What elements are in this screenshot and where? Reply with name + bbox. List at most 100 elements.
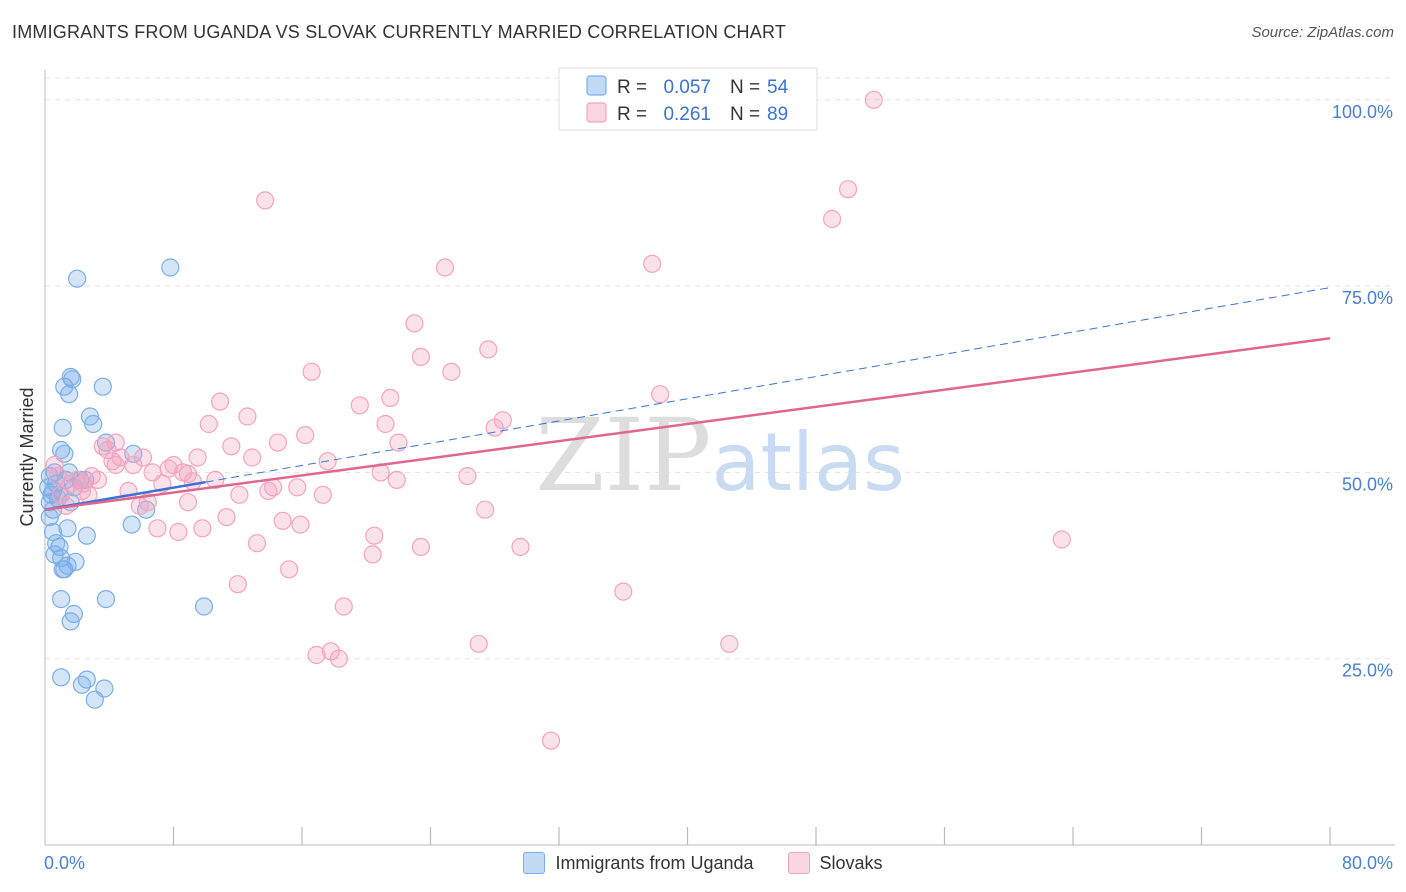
point-uganda <box>53 418 72 437</box>
point-slovaks <box>329 649 348 668</box>
point-slovaks <box>334 597 353 616</box>
y-tick-label: 50.0% <box>1342 474 1393 494</box>
point-slovaks <box>435 258 455 277</box>
point-slovaks <box>381 388 400 407</box>
point-slovaks <box>376 414 395 434</box>
point-slovaks <box>405 314 424 333</box>
data-points <box>39 90 1071 750</box>
stats-legend-box <box>558 67 818 131</box>
point-slovaks <box>296 426 315 445</box>
point-slovaks <box>268 433 287 452</box>
point-slovaks <box>133 448 153 467</box>
point-uganda <box>40 507 59 527</box>
point-uganda <box>72 675 92 694</box>
point-slovaks <box>458 467 477 486</box>
point-slovaks <box>178 464 198 483</box>
legend-item-uganda[interactable]: Immigrants from Uganda <box>523 852 754 874</box>
point-slovaks <box>98 440 117 460</box>
point-uganda <box>61 612 80 631</box>
point-slovaks <box>493 411 512 430</box>
point-uganda <box>47 474 66 493</box>
point-uganda <box>93 377 112 396</box>
point-slovaks <box>822 209 842 229</box>
chart-title: IMMIGRANTS FROM UGANDA VS SLOVAK CURRENT… <box>12 22 787 42</box>
point-uganda <box>51 668 71 687</box>
point-slovaks <box>365 526 384 545</box>
series-legend: Immigrants from Uganda Slovaks <box>0 852 1406 874</box>
stats-r-label: R = <box>617 77 647 98</box>
point-slovaks <box>206 470 225 489</box>
point-slovaks <box>511 537 530 557</box>
point-uganda <box>61 367 80 387</box>
point-uganda <box>84 414 103 434</box>
point-slovaks <box>469 634 488 653</box>
point-uganda <box>95 679 114 698</box>
point-slovaks <box>124 455 143 475</box>
point-slovaks <box>614 582 633 601</box>
point-slovaks <box>643 254 662 273</box>
grid-lines <box>45 77 1395 660</box>
x-tick-label-max: 80.0% <box>1342 853 1393 873</box>
point-uganda <box>161 258 180 277</box>
point-slovaks <box>288 478 307 497</box>
point-slovaks <box>479 340 498 359</box>
point-slovaks <box>72 481 92 501</box>
point-slovaks <box>82 467 101 486</box>
point-slovaks <box>387 470 406 489</box>
trend-lines <box>44 287 1331 511</box>
point-slovaks <box>230 485 249 504</box>
point-slovaks <box>217 507 236 527</box>
point-slovaks <box>188 448 207 467</box>
point-slovaks <box>264 478 283 497</box>
point-slovaks <box>651 385 670 404</box>
y-axis-title: Currently Married <box>17 387 37 526</box>
point-uganda <box>122 515 141 534</box>
point-slovaks <box>238 407 257 426</box>
stats-r-label: R = <box>617 104 647 125</box>
point-slovaks <box>169 522 188 542</box>
stats-r-value: 0.057 <box>663 77 711 98</box>
x-tick-label-min: 0.0% <box>44 853 85 873</box>
point-slovaks <box>411 537 430 557</box>
point-uganda <box>96 589 116 609</box>
point-uganda <box>51 589 71 609</box>
point-slovaks <box>273 511 292 530</box>
point-slovaks <box>280 560 299 579</box>
point-slovaks <box>164 455 183 475</box>
point-slovaks <box>864 90 883 109</box>
point-slovaks <box>256 191 275 210</box>
point-slovaks <box>193 519 212 538</box>
point-slovaks <box>1052 530 1071 549</box>
point-slovaks <box>222 437 241 456</box>
point-slovaks <box>541 731 561 750</box>
point-uganda <box>53 560 72 579</box>
stats-r-value: 0.261 <box>663 104 711 125</box>
axis-labels: 25.0% 50.0% 75.0% 100.0% 0.0% 80.0% Currently … <box>17 102 1393 873</box>
point-slovaks <box>307 645 326 665</box>
point-slovaks <box>411 347 430 366</box>
stats-legend: R = 0.057 N = 54 R = 0.261 N = 89 <box>558 67 818 131</box>
point-slovaks <box>247 534 267 553</box>
source-label: Source: ZipAtlas.com <box>1251 24 1394 41</box>
point-uganda <box>67 269 87 288</box>
point-slovaks <box>363 545 382 564</box>
trend-uganda-extrapolated <box>205 287 1331 483</box>
point-slovaks <box>476 500 495 519</box>
legend-item-slovaks[interactable]: Slovaks <box>787 852 883 874</box>
point-uganda <box>77 526 96 545</box>
point-slovaks <box>389 433 408 452</box>
y-tick-label: 25.0% <box>1342 661 1393 681</box>
stats-n-label: N = <box>730 104 760 125</box>
point-slovaks <box>106 455 125 475</box>
stats-n-value: 54 <box>767 77 789 98</box>
point-slovaks <box>199 414 218 434</box>
axes <box>44 70 1395 846</box>
point-uganda <box>59 385 79 404</box>
point-slovaks <box>838 180 858 199</box>
point-slovaks <box>720 634 739 653</box>
point-slovaks <box>228 575 247 594</box>
point-uganda <box>43 522 63 542</box>
point-slovaks <box>313 485 332 504</box>
stats-n-value: 89 <box>767 104 788 125</box>
